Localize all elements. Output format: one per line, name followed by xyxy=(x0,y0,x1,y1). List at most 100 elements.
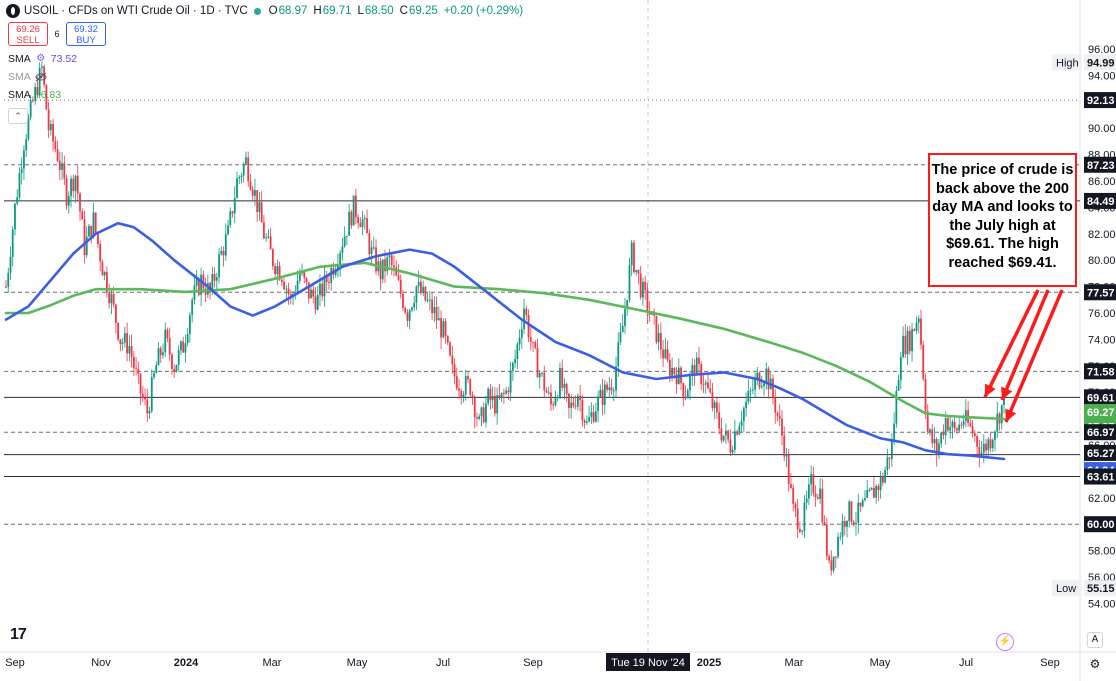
price-tick-label: 80.00 xyxy=(1088,255,1116,267)
candle-body xyxy=(536,347,539,378)
candle-body xyxy=(489,388,492,401)
candle-body xyxy=(245,157,247,165)
candle-body xyxy=(559,368,561,397)
sparkle-icon[interactable]: ⚡ xyxy=(996,633,1014,651)
candle-body xyxy=(74,175,77,192)
candle-body xyxy=(879,476,882,491)
price-label-badge xyxy=(1084,424,1116,441)
candle-body xyxy=(749,390,752,392)
sma-100-line[interactable] xyxy=(4,221,1006,461)
candle-body xyxy=(671,367,673,376)
indicator-sma-3[interactable]: SMA 76.83 xyxy=(8,89,61,101)
market-open-icon xyxy=(253,7,261,15)
candle-body xyxy=(415,286,418,303)
candle-body xyxy=(357,217,360,224)
candle-body xyxy=(372,247,375,249)
indicator-sma-1[interactable]: SMA ⚙ 73.52 xyxy=(8,53,77,65)
candle-body xyxy=(144,397,146,400)
candle-body xyxy=(720,428,723,441)
candle-body xyxy=(778,415,781,419)
candle-body xyxy=(417,281,420,287)
candle-body xyxy=(424,286,427,301)
candle-body xyxy=(666,349,669,361)
candle-body xyxy=(85,236,88,256)
candle-body xyxy=(949,427,952,431)
candle-body xyxy=(832,556,835,571)
candle-body xyxy=(283,281,285,290)
candle-body xyxy=(108,292,111,304)
indicator-name: SMA xyxy=(8,53,31,65)
candle-body xyxy=(839,536,842,538)
candle-body xyxy=(873,487,875,498)
candle-body xyxy=(269,236,272,250)
candle-body xyxy=(583,420,586,423)
candle-body xyxy=(193,285,196,300)
candle-body xyxy=(132,356,135,368)
candle-body xyxy=(751,389,754,391)
candle-body xyxy=(917,318,920,323)
candle-body xyxy=(18,172,21,198)
candle-body xyxy=(496,395,499,414)
candle-body xyxy=(325,275,328,283)
price-label-value: 92.13 xyxy=(1087,95,1115,107)
candle-body xyxy=(511,362,514,371)
auto-scale-button[interactable]: A xyxy=(1087,632,1103,648)
candle-body xyxy=(141,393,144,398)
candle-body xyxy=(285,288,288,290)
price-label-badge xyxy=(1084,404,1116,420)
candle-body xyxy=(760,386,763,388)
change-value: +0.20 (+0.29%) xyxy=(443,5,524,17)
candle-body xyxy=(462,394,465,398)
candle-body xyxy=(646,290,649,313)
candle-body xyxy=(740,421,743,426)
candle-body xyxy=(130,346,133,357)
candle-body xyxy=(233,197,236,214)
time-ticks: Sep Nov 2024 Mar May Jul Sep Tue 19 Nov '24 2025… xyxy=(5,653,1060,671)
candle-body xyxy=(738,425,741,435)
candle-body xyxy=(386,257,389,272)
candle-body xyxy=(119,339,122,345)
candle-body xyxy=(545,390,548,393)
candle-body xyxy=(606,384,608,390)
candle-body xyxy=(146,399,149,414)
candle-body xyxy=(83,219,86,256)
candle-body xyxy=(453,364,456,377)
price-axis[interactable] xyxy=(1080,0,1116,681)
candle-body xyxy=(388,255,391,258)
candle-body xyxy=(444,321,447,336)
candle-body xyxy=(319,283,321,296)
candle-body xyxy=(635,269,638,273)
price-label-value: 65.27 xyxy=(1087,448,1115,460)
candle-body xyxy=(657,332,660,343)
candle-body xyxy=(173,369,176,372)
settings-icon[interactable]: ⚙ xyxy=(36,53,46,64)
candle-body xyxy=(408,310,411,321)
chart-settings-icon[interactable]: ⚙ xyxy=(1089,657,1101,671)
indicator-sma-2[interactable]: SMA xyxy=(8,71,47,83)
candle-body xyxy=(197,279,200,295)
candle-body xyxy=(637,269,640,274)
candle-body xyxy=(621,325,624,333)
candle-body xyxy=(814,493,817,498)
candle-body xyxy=(915,322,918,331)
candle-body xyxy=(776,412,779,416)
collapse-legend-button[interactable]: ⌃ xyxy=(8,108,28,124)
candle-body xyxy=(563,383,566,388)
candle-body xyxy=(307,282,310,299)
sma-200-line[interactable] xyxy=(4,261,1006,421)
candle-body xyxy=(716,402,718,413)
eye-hidden-icon[interactable] xyxy=(35,72,47,82)
candle-body xyxy=(94,212,97,233)
symbol-title[interactable]: USOIL · CFDs on WTI Crude Oil · 1D · TVC xyxy=(24,5,248,17)
candle-body xyxy=(516,344,519,360)
candle-body xyxy=(449,342,451,356)
candle-body xyxy=(166,329,169,339)
candle-body xyxy=(541,372,543,374)
candle-body xyxy=(106,272,108,293)
candle-body xyxy=(278,266,281,280)
candle-body xyxy=(837,536,839,557)
candle-body xyxy=(659,332,662,350)
sell-button[interactable]: 69.26 SELL xyxy=(8,22,48,46)
buy-button[interactable]: 69.32 BUY xyxy=(66,22,106,46)
